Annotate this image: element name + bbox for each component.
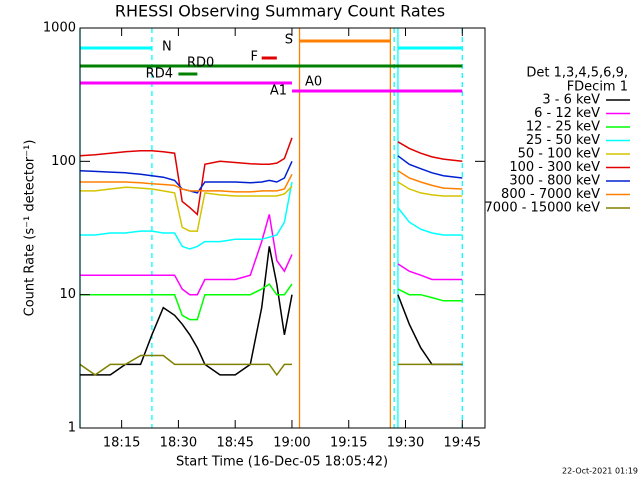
series-line	[80, 283, 463, 321]
x-tick-label: 19:45	[444, 436, 481, 451]
legend-label: 300 - 800 keV	[509, 174, 600, 189]
x-tick-label: 18:30	[160, 436, 197, 451]
legend-label: 12 - 25 keV	[526, 120, 600, 135]
y-tick-label: 1	[68, 421, 76, 436]
x-tick-label: 19:15	[330, 436, 367, 451]
series-line	[79, 155, 463, 194]
series-line	[80, 181, 463, 250]
flag-label: A0	[305, 75, 322, 90]
series-line	[80, 170, 463, 193]
plot-frame	[79, 27, 486, 429]
series-line	[79, 354, 463, 377]
flag-label: S	[285, 33, 293, 48]
legend-label: 6 - 12 keV	[534, 106, 600, 121]
x-tick-label: 18:45	[216, 436, 253, 451]
y-tick-label: 100	[51, 154, 76, 169]
flag-label: N	[162, 40, 172, 55]
legend-title: Det 1,3,4,5,6,9,	[526, 66, 628, 81]
legend-label: 7000 - 15000 keV	[485, 201, 601, 216]
legend-label: 800 - 7000 keV	[501, 187, 600, 202]
series-line	[80, 181, 463, 232]
legend-label: 100 - 300 keV	[509, 160, 600, 175]
flag-label: A1	[270, 84, 287, 99]
x-tick-label: 19:30	[387, 436, 424, 451]
flag-label: F	[251, 50, 258, 65]
y-tick-label: 10	[59, 287, 76, 302]
legend-title: FDecim 1	[567, 80, 628, 95]
legend-label: 25 - 50 keV	[526, 133, 600, 148]
flag-label: RD0	[187, 56, 214, 71]
y-axis-label: Count Rate (s⁻¹ detector⁻¹)	[23, 140, 38, 317]
legend-label: 3 - 6 keV	[542, 93, 600, 108]
series-line	[79, 137, 463, 216]
y-tick-label: 1000	[43, 21, 76, 36]
flag-label: RD4	[146, 67, 173, 82]
legend-label: 50 - 100 keV	[518, 147, 601, 162]
chart-title: RHESSI Observing Summary Count Rates	[115, 2, 445, 21]
series-line	[80, 214, 463, 296]
footer: 22-Oct-2021 01:19	[562, 467, 638, 476]
x-axis-label: Start Time (16-Dec-05 18:05:42)	[176, 455, 388, 470]
x-tick-label: 19:00	[273, 436, 310, 451]
x-tick-label: 18:15	[103, 436, 140, 451]
